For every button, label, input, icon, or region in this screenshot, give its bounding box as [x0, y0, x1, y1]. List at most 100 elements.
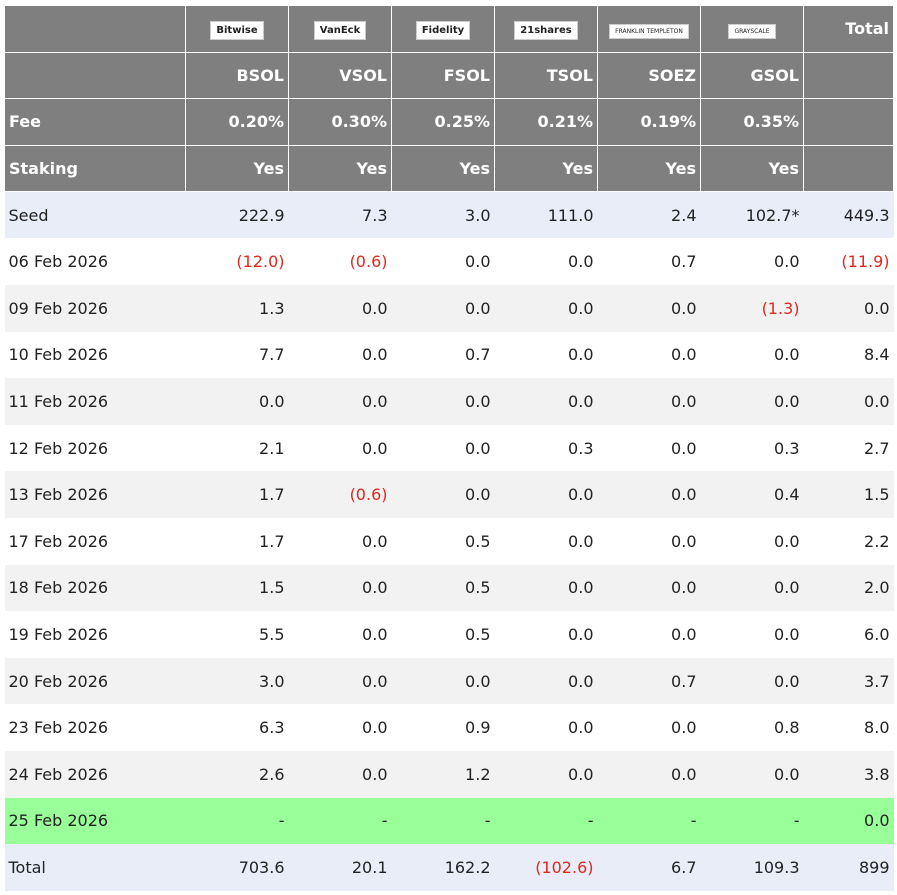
cell: Total [4, 844, 186, 891]
cell: Seed [4, 191, 186, 239]
data-row: 06 Feb 2026 (12.0) (0.6) 0.0 0.0 0.7 0.0 (11.9) [5, 238, 894, 285]
cell: 703.6 [185, 844, 289, 891]
cell: 0.0 [465, 252, 491, 272]
cell: 1.5 [185, 564, 289, 612]
cell: 0.20% [185, 98, 289, 146]
logo: Fidelity [415, 20, 471, 40]
cell: Yes [494, 144, 598, 193]
cell: SOEZ [597, 51, 701, 100]
cell [803, 98, 894, 146]
cell: Bitwise [185, 5, 289, 53]
cell: 0.0 [391, 378, 495, 425]
cell: 6.3 [259, 718, 285, 738]
data-row: Seed 222.9 7.3 3.0 111.0 2.4 102.7* 449.3 [4, 191, 894, 239]
cell: 0.0 [597, 751, 701, 798]
cell: 0.0 [288, 751, 392, 798]
cell [4, 51, 186, 100]
cell: 0.0 [362, 438, 388, 458]
cell [803, 144, 894, 193]
cell: (12.0) [236, 252, 285, 272]
cell: 0.0 [803, 797, 894, 845]
cell: 0.0 [597, 564, 701, 612]
cell: 0.0 [288, 657, 392, 705]
logo: FRANKLIN TEMPLETON [609, 24, 689, 40]
cell: 0.0 [362, 625, 388, 645]
cell: 2.2 [864, 531, 890, 551]
cell: 0.0 [494, 751, 598, 798]
cell: 0.0 [362, 531, 388, 551]
cell: (11.9) [841, 252, 890, 272]
cell: 0.0 [494, 564, 598, 612]
cell: Yes [185, 144, 289, 193]
cell: 0.0 [671, 625, 697, 645]
cell: 0.25% [391, 98, 495, 146]
cell: 23 Feb 2026 [8, 718, 109, 738]
cell: 102.7* [700, 191, 804, 239]
cell: (0.6) [349, 252, 388, 272]
cell: 0.0 [568, 718, 594, 738]
cell: 1.7 [259, 531, 285, 551]
cell: 0.0 [494, 285, 598, 332]
cell: 2.7 [864, 438, 890, 458]
cell: 0.0 [288, 378, 392, 425]
data-row: 17 Feb 2026 1.7 0.0 0.5 0.0 0.0 0.0 2.2 [5, 518, 894, 565]
cell: 0.3 [568, 438, 594, 458]
cell: 0.0 [803, 285, 894, 332]
cell: 0.0 [597, 285, 701, 332]
logo: Bitwise [210, 20, 264, 40]
cell: GRAYSCALE [700, 5, 804, 53]
cell: 0.0 [465, 438, 491, 458]
cell: 0.0 [774, 531, 800, 551]
cell: 0.0 [700, 657, 804, 705]
logo: VanEck [313, 20, 367, 40]
cell: 1.7 [185, 471, 289, 519]
cell: 0.0 [671, 718, 697, 738]
cell: 0.7 [597, 657, 701, 705]
cell: (0.6) [288, 471, 392, 519]
cell: 0.0 [568, 531, 594, 551]
data-row: 12 Feb 2026 2.1 0.0 0.0 0.3 0.0 0.3 2.7 [5, 425, 894, 472]
cell: FSOL [391, 51, 495, 100]
data-row: 10 Feb 2026 7.7 0.0 0.7 0.0 0.0 0.0 8.4 [5, 332, 894, 379]
cell: 2.0 [803, 564, 894, 612]
cell: 6.0 [864, 625, 890, 645]
logo: GRAYSCALE [728, 24, 776, 40]
cell: 0.0 [185, 378, 289, 425]
cell: 0.30% [288, 98, 392, 146]
cell: 3.0 [185, 657, 289, 705]
cell: 0.0 [568, 252, 594, 272]
cell: 0.0 [568, 345, 594, 365]
cell: 899 [803, 844, 894, 891]
data-row: 09 Feb 2026 1.3 0.0 0.0 0.0 0.0 (1.3) 0.0 [4, 285, 894, 332]
cell: 0.0 [597, 471, 701, 519]
cell: 0.5 [465, 625, 491, 645]
cell: 0.7 [465, 345, 491, 365]
cell: Yes [391, 144, 495, 193]
cell: Yes [700, 144, 804, 193]
cell: 0.0 [391, 657, 495, 705]
cell: Staking [4, 144, 186, 193]
cell: 0.21% [494, 98, 598, 146]
cell: Total [803, 5, 894, 53]
data-row: 20 Feb 2026 3.0 0.0 0.0 0.0 0.7 0.0 3.7 [4, 657, 894, 705]
cell: 8.0 [864, 718, 890, 738]
cell: 0.19% [597, 98, 701, 146]
cell: 0.0 [391, 285, 495, 332]
cell: 0.0 [774, 345, 800, 365]
cell: - [288, 797, 392, 845]
cell: 3.0 [391, 191, 495, 239]
header-row: BSOL VSOL FSOL TSOL SOEZ GSOL [4, 51, 894, 100]
cell: TSOL [494, 51, 598, 100]
header-row: Staking Yes Yes Yes Yes Yes Yes [4, 144, 894, 193]
cell: - [597, 797, 701, 845]
cell: 0.8 [774, 718, 800, 738]
cell: - [391, 797, 495, 845]
cell: 7.7 [259, 345, 285, 365]
cell: GSOL [700, 51, 804, 100]
cell: 162.2 [391, 844, 495, 891]
cell: 0.0 [671, 345, 697, 365]
cell: 0.0 [671, 438, 697, 458]
data-row: 11 Feb 2026 0.0 0.0 0.0 0.0 0.0 0.0 0.0 [4, 378, 894, 425]
cell: 12 Feb 2026 [8, 438, 109, 458]
